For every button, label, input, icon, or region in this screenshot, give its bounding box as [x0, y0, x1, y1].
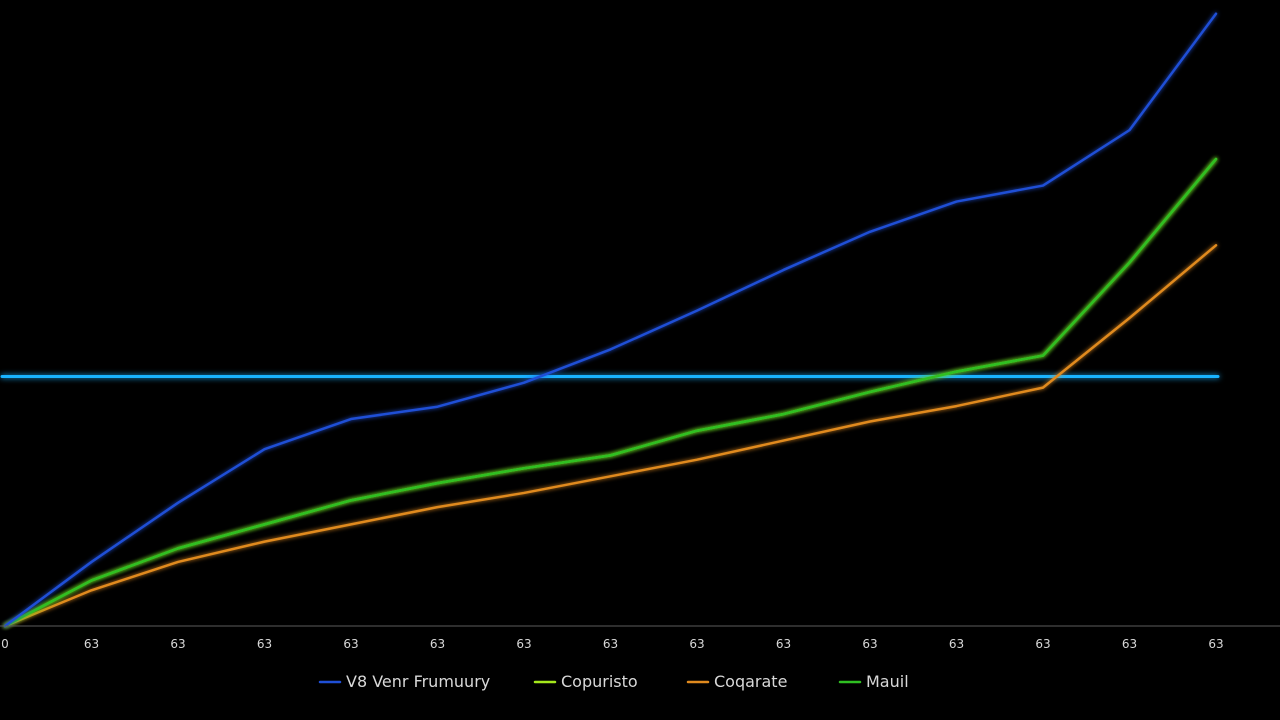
- legend-label-4: Mauil: [866, 672, 909, 691]
- x-tick-label: 63: [84, 637, 99, 651]
- x-tick-label: 63: [776, 637, 791, 651]
- x-tick-label: 63: [603, 637, 618, 651]
- series-line-3: [5, 245, 1216, 626]
- x-tick-label: 63: [1208, 637, 1223, 651]
- x-tick-label: 63: [257, 637, 272, 651]
- x-tick-label: 63: [430, 637, 445, 651]
- series-line-2: [5, 159, 1216, 626]
- x-tick-label: 63: [516, 637, 531, 651]
- x-tick-label: 63: [1122, 637, 1137, 651]
- x-axis-ticks: 0 63 63 63 63 63 63 63 63 63 63 63 63 63 63: [1, 637, 1223, 651]
- legend-label-3: Coqarate: [714, 672, 787, 691]
- x-tick-label: 63: [949, 637, 964, 651]
- legend-label-1: V8 Venr Frumuury: [346, 672, 490, 691]
- series-line-4: [5, 159, 1216, 626]
- x-tick-label: 63: [862, 637, 877, 651]
- x-tick-label: 63: [170, 637, 185, 651]
- legend: V8 Venr Frumuury Copuristo Coqarate Mauil: [320, 672, 909, 691]
- x-tick-label: 63: [1035, 637, 1050, 651]
- x-tick-label: 0: [1, 637, 9, 651]
- x-tick-label: 63: [343, 637, 358, 651]
- x-tick-label: 63: [689, 637, 704, 651]
- legend-label-2: Copuristo: [561, 672, 638, 691]
- series-line-1: [5, 14, 1216, 626]
- series-layer: [5, 14, 1216, 626]
